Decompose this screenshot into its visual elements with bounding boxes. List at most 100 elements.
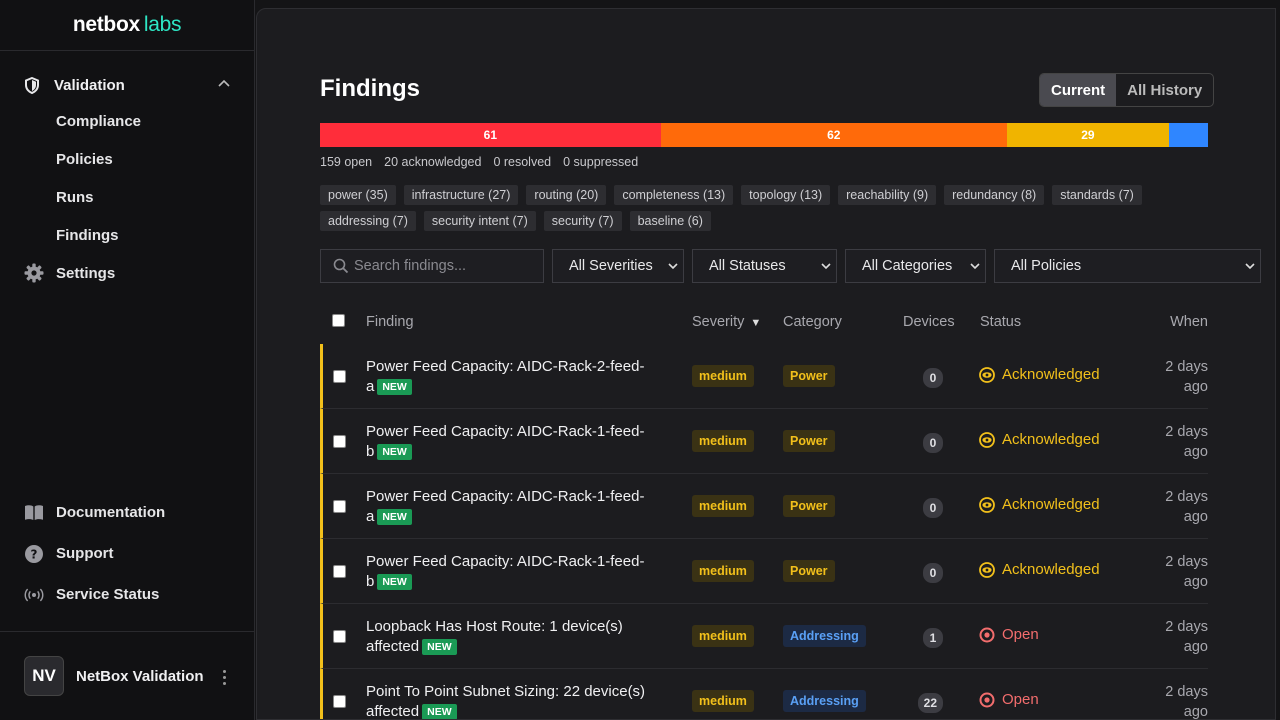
category-tags: power (35) infrastructure (27) routing (…: [320, 185, 1160, 231]
severity-badge: medium: [692, 625, 754, 647]
nav-support-label: Support: [56, 545, 114, 562]
table-row[interactable]: Point To Point Subnet Sizing: 22 device(…: [320, 669, 1208, 720]
brand-logo[interactable]: netbox labs: [0, 0, 254, 51]
status-label: Open: [1002, 626, 1039, 643]
finding-title[interactable]: Power Feed Capacity: AIDC-Rack-1-feed-b N…: [366, 422, 666, 462]
relative-time-line2: ago: [1183, 509, 1208, 525]
eye-icon: [979, 496, 995, 513]
col-devices[interactable]: Devices: [903, 314, 955, 330]
severity-select-value: All Severities: [569, 258, 653, 274]
relative-time: 2 days ago: [1148, 682, 1208, 720]
nav-documentation-label: Documentation: [56, 504, 166, 521]
tag-chip[interactable]: completeness (13): [614, 185, 734, 205]
chevron-up-icon[interactable]: [217, 76, 231, 94]
relative-time-line2: ago: [1183, 379, 1208, 395]
status-label: Acknowledged: [1002, 431, 1100, 448]
broadcast-icon: [24, 585, 44, 605]
status-label: Acknowledged: [1002, 496, 1100, 513]
brand-secondary: labs: [143, 13, 182, 36]
nav-findings[interactable]: Findings: [56, 226, 119, 244]
gear-icon: [24, 263, 44, 283]
finding-title-line1: Loopback Has Host Route: 1 device(s): [366, 618, 623, 635]
tag-chip[interactable]: topology (13): [741, 185, 831, 205]
tag-chip[interactable]: standards (7): [1052, 185, 1142, 205]
severity-segment[interactable]: 62: [660, 123, 1007, 147]
nav-documentation[interactable]: Documentation: [0, 492, 255, 533]
tag-chip[interactable]: addressing (7): [320, 211, 416, 231]
toggle-current[interactable]: Current: [1040, 74, 1117, 106]
nav-validation[interactable]: Validation: [0, 68, 255, 102]
relative-time-line1: 2 days: [1165, 684, 1208, 700]
search-input[interactable]: Search findings...: [320, 249, 544, 283]
tag-chip[interactable]: security (7): [543, 211, 622, 231]
relative-time-line2: ago: [1183, 639, 1208, 655]
finding-title[interactable]: Power Feed Capacity: AIDC-Rack-1-feed-b N…: [366, 552, 666, 592]
tag-chip[interactable]: redundancy (8): [944, 185, 1045, 205]
category-select[interactable]: All Categories: [845, 249, 986, 283]
severity-segment[interactable]: [1168, 123, 1208, 147]
status-select[interactable]: All Statuses: [692, 249, 837, 283]
nav-compliance[interactable]: Compliance: [56, 112, 142, 130]
col-when[interactable]: When: [1170, 314, 1208, 330]
status-label: Acknowledged: [1002, 561, 1100, 578]
severity-segment[interactable]: 61: [320, 123, 661, 147]
tag-chip[interactable]: infrastructure (27): [403, 185, 519, 205]
chevron-down-icon: [668, 263, 678, 270]
filter-bar: Search findings... All Severities All St…: [320, 249, 1261, 283]
policy-select[interactable]: All Policies: [994, 249, 1261, 283]
status-indicator: Acknowledged: [979, 366, 1100, 383]
policy-select-value: All Policies: [1011, 258, 1082, 274]
nav-support[interactable]: ? Support: [0, 533, 255, 574]
severity-select[interactable]: All Severities: [552, 249, 684, 283]
col-severity[interactable]: Severity ▼: [692, 314, 761, 330]
tag-chip[interactable]: routing (20): [526, 185, 607, 205]
table-row[interactable]: Power Feed Capacity: AIDC-Rack-1-feed-a N…: [320, 474, 1208, 539]
nav-service-status[interactable]: Service Status: [0, 574, 255, 615]
device-count-badge: 0: [923, 368, 943, 388]
finding-title-line2: b: [366, 443, 375, 460]
row-checkbox[interactable]: [333, 435, 346, 448]
nav-runs[interactable]: Runs: [56, 188, 94, 206]
table-row[interactable]: Loopback Has Host Route: 1 device(s) affe…: [320, 604, 1208, 669]
device-count-badge: 0: [923, 563, 943, 583]
severity-badge: medium: [692, 365, 754, 387]
col-status[interactable]: Status: [980, 314, 1022, 330]
table-row[interactable]: Power Feed Capacity: AIDC-Rack-1-feed-b N…: [320, 409, 1208, 474]
help-icon: ?: [24, 544, 44, 564]
finding-title[interactable]: Point To Point Subnet Sizing: 22 device(…: [366, 682, 666, 719]
user-profile[interactable]: NV NetBox Validation: [0, 631, 255, 720]
nav-policies[interactable]: Policies: [56, 150, 113, 168]
table-row[interactable]: Power Feed Capacity: AIDC-Rack-1-feed-b N…: [320, 539, 1208, 604]
row-checkbox[interactable]: [333, 500, 346, 513]
relative-time-line1: 2 days: [1165, 359, 1208, 375]
finding-title[interactable]: Power Feed Capacity: AIDC-Rack-1-feed-a N…: [366, 487, 666, 527]
status-label: Open: [1002, 691, 1039, 708]
col-finding[interactable]: Finding: [366, 314, 414, 330]
row-checkbox[interactable]: [333, 565, 346, 578]
eye-icon: [979, 366, 995, 383]
more-options-icon[interactable]: [223, 670, 227, 688]
relative-time-line2: ago: [1183, 704, 1208, 720]
severity-segment[interactable]: 29: [1006, 123, 1169, 147]
tag-chip[interactable]: reachability (9): [838, 185, 937, 205]
severity-badge: medium: [692, 690, 754, 712]
select-all-checkbox[interactable]: [332, 314, 345, 327]
relative-time: 2 days ago: [1148, 617, 1208, 657]
row-checkbox[interactable]: [333, 695, 346, 708]
table-row[interactable]: Power Feed Capacity: AIDC-Rack-2-feed-a N…: [320, 344, 1208, 409]
finding-title[interactable]: Power Feed Capacity: AIDC-Rack-2-feed-a N…: [366, 357, 666, 397]
toggle-all-history[interactable]: All History: [1127, 81, 1203, 99]
col-category[interactable]: Category: [783, 314, 842, 330]
finding-title-line1: Point To Point Subnet Sizing: 22 device(…: [366, 683, 646, 700]
new-badge: NEW: [377, 444, 412, 460]
finding-title[interactable]: Loopback Has Host Route: 1 device(s) affe…: [366, 617, 666, 657]
row-checkbox[interactable]: [333, 370, 346, 383]
tag-chip[interactable]: power (35): [320, 185, 396, 205]
avatar: NV: [24, 656, 64, 696]
tag-chip[interactable]: baseline (6): [629, 211, 711, 231]
severity-badge: medium: [692, 560, 754, 582]
nav-settings[interactable]: Settings: [0, 254, 255, 292]
tag-chip[interactable]: security intent (7): [423, 211, 536, 231]
nav-service-status-label: Service Status: [56, 586, 160, 603]
row-checkbox[interactable]: [333, 630, 346, 643]
